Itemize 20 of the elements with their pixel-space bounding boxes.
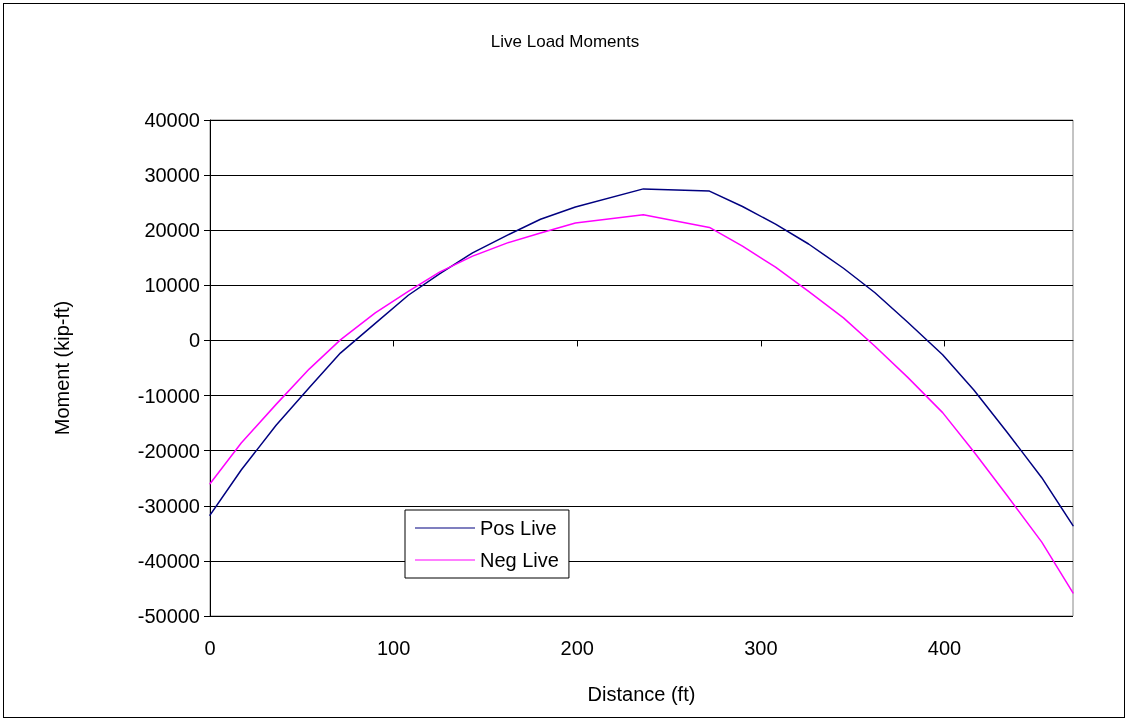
x-axis-title: Distance (ft) (587, 683, 696, 705)
y-tick-label: 0 (188, 329, 200, 352)
x-tick-label: 100 (376, 637, 411, 659)
legend-label: Neg Live (480, 549, 559, 571)
y-tick-label: -30000 (137, 494, 200, 517)
chart-title: Live Load Moments (490, 32, 640, 51)
x-tick-label: 200 (560, 637, 594, 659)
y-tick-label: 20000 (144, 219, 200, 242)
y-tick-label: 10000 (144, 274, 200, 297)
y-tick-label: 40000 (144, 109, 200, 131)
legend-label: Pos Live (480, 517, 557, 539)
x-tick-label: 400 (927, 637, 962, 659)
y-tick-label: -40000 (137, 549, 200, 572)
y-axis-title: Moment (kip-ft) (51, 300, 73, 436)
y-tick-label: 30000 (144, 164, 200, 187)
x-tick-label: 0 (204, 637, 216, 659)
y-tick-label: -50000 (137, 605, 200, 627)
y-tick-label: -10000 (137, 384, 200, 407)
x-tick-label: 300 (744, 637, 778, 659)
y-tick-label: -20000 (137, 439, 200, 462)
